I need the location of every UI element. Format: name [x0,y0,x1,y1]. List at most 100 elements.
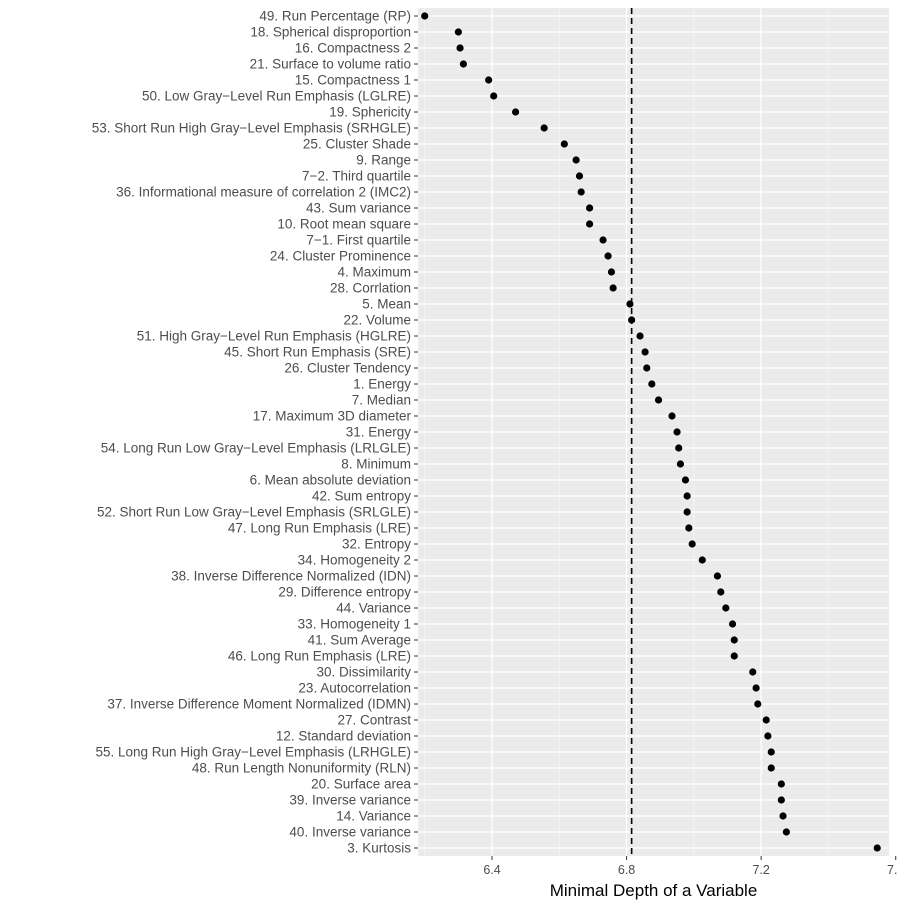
y-tick-label: 36. Informational measure of correlation… [116,185,411,200]
major-gridlines [418,8,897,856]
y-tick-label: 21. Surface to volume ratio [250,57,411,72]
data-point [777,796,785,804]
x-axis: 6.4 6.8 7.2 7.6 [483,856,897,877]
y-tick-label: 45. Short Run Emphasis (SRE) [224,345,411,360]
data-point [722,604,730,612]
y-axis-labels: 49. Run Percentage (RP)18. Spherical dis… [92,9,418,856]
y-tick-label: 1. Energy [353,377,411,392]
x-tick-label: 7.2 [752,863,769,877]
y-tick-label: 19. Sphericity [329,105,411,120]
y-tick-label: 26. Cluster Tendency [284,361,411,376]
y-tick-label: 22. Volume [343,313,411,328]
y-tick-label: 32. Entropy [342,537,411,552]
y-tick-label: 12. Standard deviation [276,729,411,744]
y-tick-label: 25. Cluster Shade [303,137,411,152]
y-tick-label: 52. Short Run Low Gray−Level Emphasis (S… [97,505,411,520]
data-point [698,556,706,564]
y-tick-label: 39. Inverse variance [289,793,411,808]
data-point [641,348,649,356]
data-point [485,76,493,84]
y-tick-label: 18. Spherical disproportion [250,25,411,40]
y-tick-label: 40. Inverse variance [289,825,411,840]
data-point [572,156,580,164]
data-point [604,252,612,260]
data-point [585,220,594,228]
data-point [648,380,656,388]
y-tick-label: 42. Sum entropy [312,489,411,504]
data-point [585,204,594,212]
y-tick-label: 47. Long Run Emphasis (LRE) [228,521,411,536]
data-point [730,652,738,660]
y-tick-label: 7−1. First quartile [306,233,411,248]
data-point [688,540,696,548]
data-point [873,844,881,852]
data-point [673,428,681,436]
y-tick-label: 17. Maximum 3D diameter [253,409,412,424]
data-point [490,92,498,100]
y-tick-label: 8. Minimum [341,457,411,472]
y-tick-label: 48. Run Length Nonuniformity (RLN) [192,761,411,776]
data-point [609,284,617,292]
data-point [730,636,738,644]
y-tick-label: 9. Range [356,153,411,168]
y-tick-label: 10. Root mean square [277,217,411,232]
x-tick-label: 7.6 [887,863,897,877]
y-tick-label: 24. Cluster Prominence [270,249,411,264]
y-tick-label: 28. Corrlation [330,281,411,296]
y-tick-label: 14. Variance [336,809,411,824]
y-tick-label: 38. Inverse Difference Normalized (IDN) [171,569,411,584]
data-point [717,588,725,596]
data-point [683,492,691,500]
y-tick-label: 23. Autocorrelation [298,681,411,696]
data-point [560,140,568,148]
x-tick-label: 6.4 [483,863,500,877]
y-tick-label: 27. Contrast [337,713,411,728]
data-point [628,316,636,324]
y-tick-label: 46. Long Run Emphasis (LRE) [228,649,411,664]
y-tick-label: 4. Maximum [337,265,411,280]
data-point [577,188,585,196]
y-tick-label: 3. Kurtosis [347,841,411,856]
y-tick-label: 53. Short Run High Gray−Level Emphasis (… [92,121,411,136]
y-tick-label: 51. High Gray−Level Run Emphasis (HGLRE) [137,329,411,344]
data-point [683,508,691,516]
y-tick-label: 50. Low Gray−Level Run Emphasis (LGLRE) [142,89,411,104]
y-tick-label: 54. Long Run Low Gray−Level Emphasis (LR… [101,441,411,456]
data-point [767,748,775,756]
y-tick-label: 34. Homogeneity 2 [298,553,411,568]
y-tick-label: 41. Sum Average [308,633,411,648]
data-point [575,172,584,180]
data-point [754,700,762,708]
y-tick-label: 31. Energy [346,425,412,440]
data-point [668,412,676,420]
data-point [511,108,520,116]
data-point [454,28,462,36]
y-tick-label: 33. Homogeneity 1 [298,617,411,632]
y-tick-label: 29. Difference entropy [278,585,411,600]
data-point [782,828,790,836]
x-tick-label: 6.8 [618,863,635,877]
data-point [675,444,683,452]
y-tick-label: 5. Mean [362,297,411,312]
data-point [626,300,634,308]
y-tick-label: 55. Long Run High Gray−Level Emphasis (L… [95,745,411,760]
data-point [421,12,429,20]
data-point [779,812,787,820]
data-point [636,332,644,340]
data-point [728,620,737,628]
data-point [456,44,464,52]
x-axis-title: Minimal Depth of a Variable [550,881,758,900]
y-tick-label: 30. Dissimilarity [316,665,411,680]
data-point [762,716,770,724]
y-tick-label: 49. Run Percentage (RP) [259,9,411,24]
data-point [685,524,693,532]
y-tick-label: 7−2. Third quartile [302,169,411,184]
data-point [713,572,722,580]
data-point [459,60,468,68]
data-point [599,236,607,244]
y-tick-label: 43. Sum variance [306,201,411,216]
data-points [421,12,881,852]
y-tick-label: 6. Mean absolute deviation [250,473,411,488]
data-point [654,396,663,404]
data-point [607,268,616,276]
